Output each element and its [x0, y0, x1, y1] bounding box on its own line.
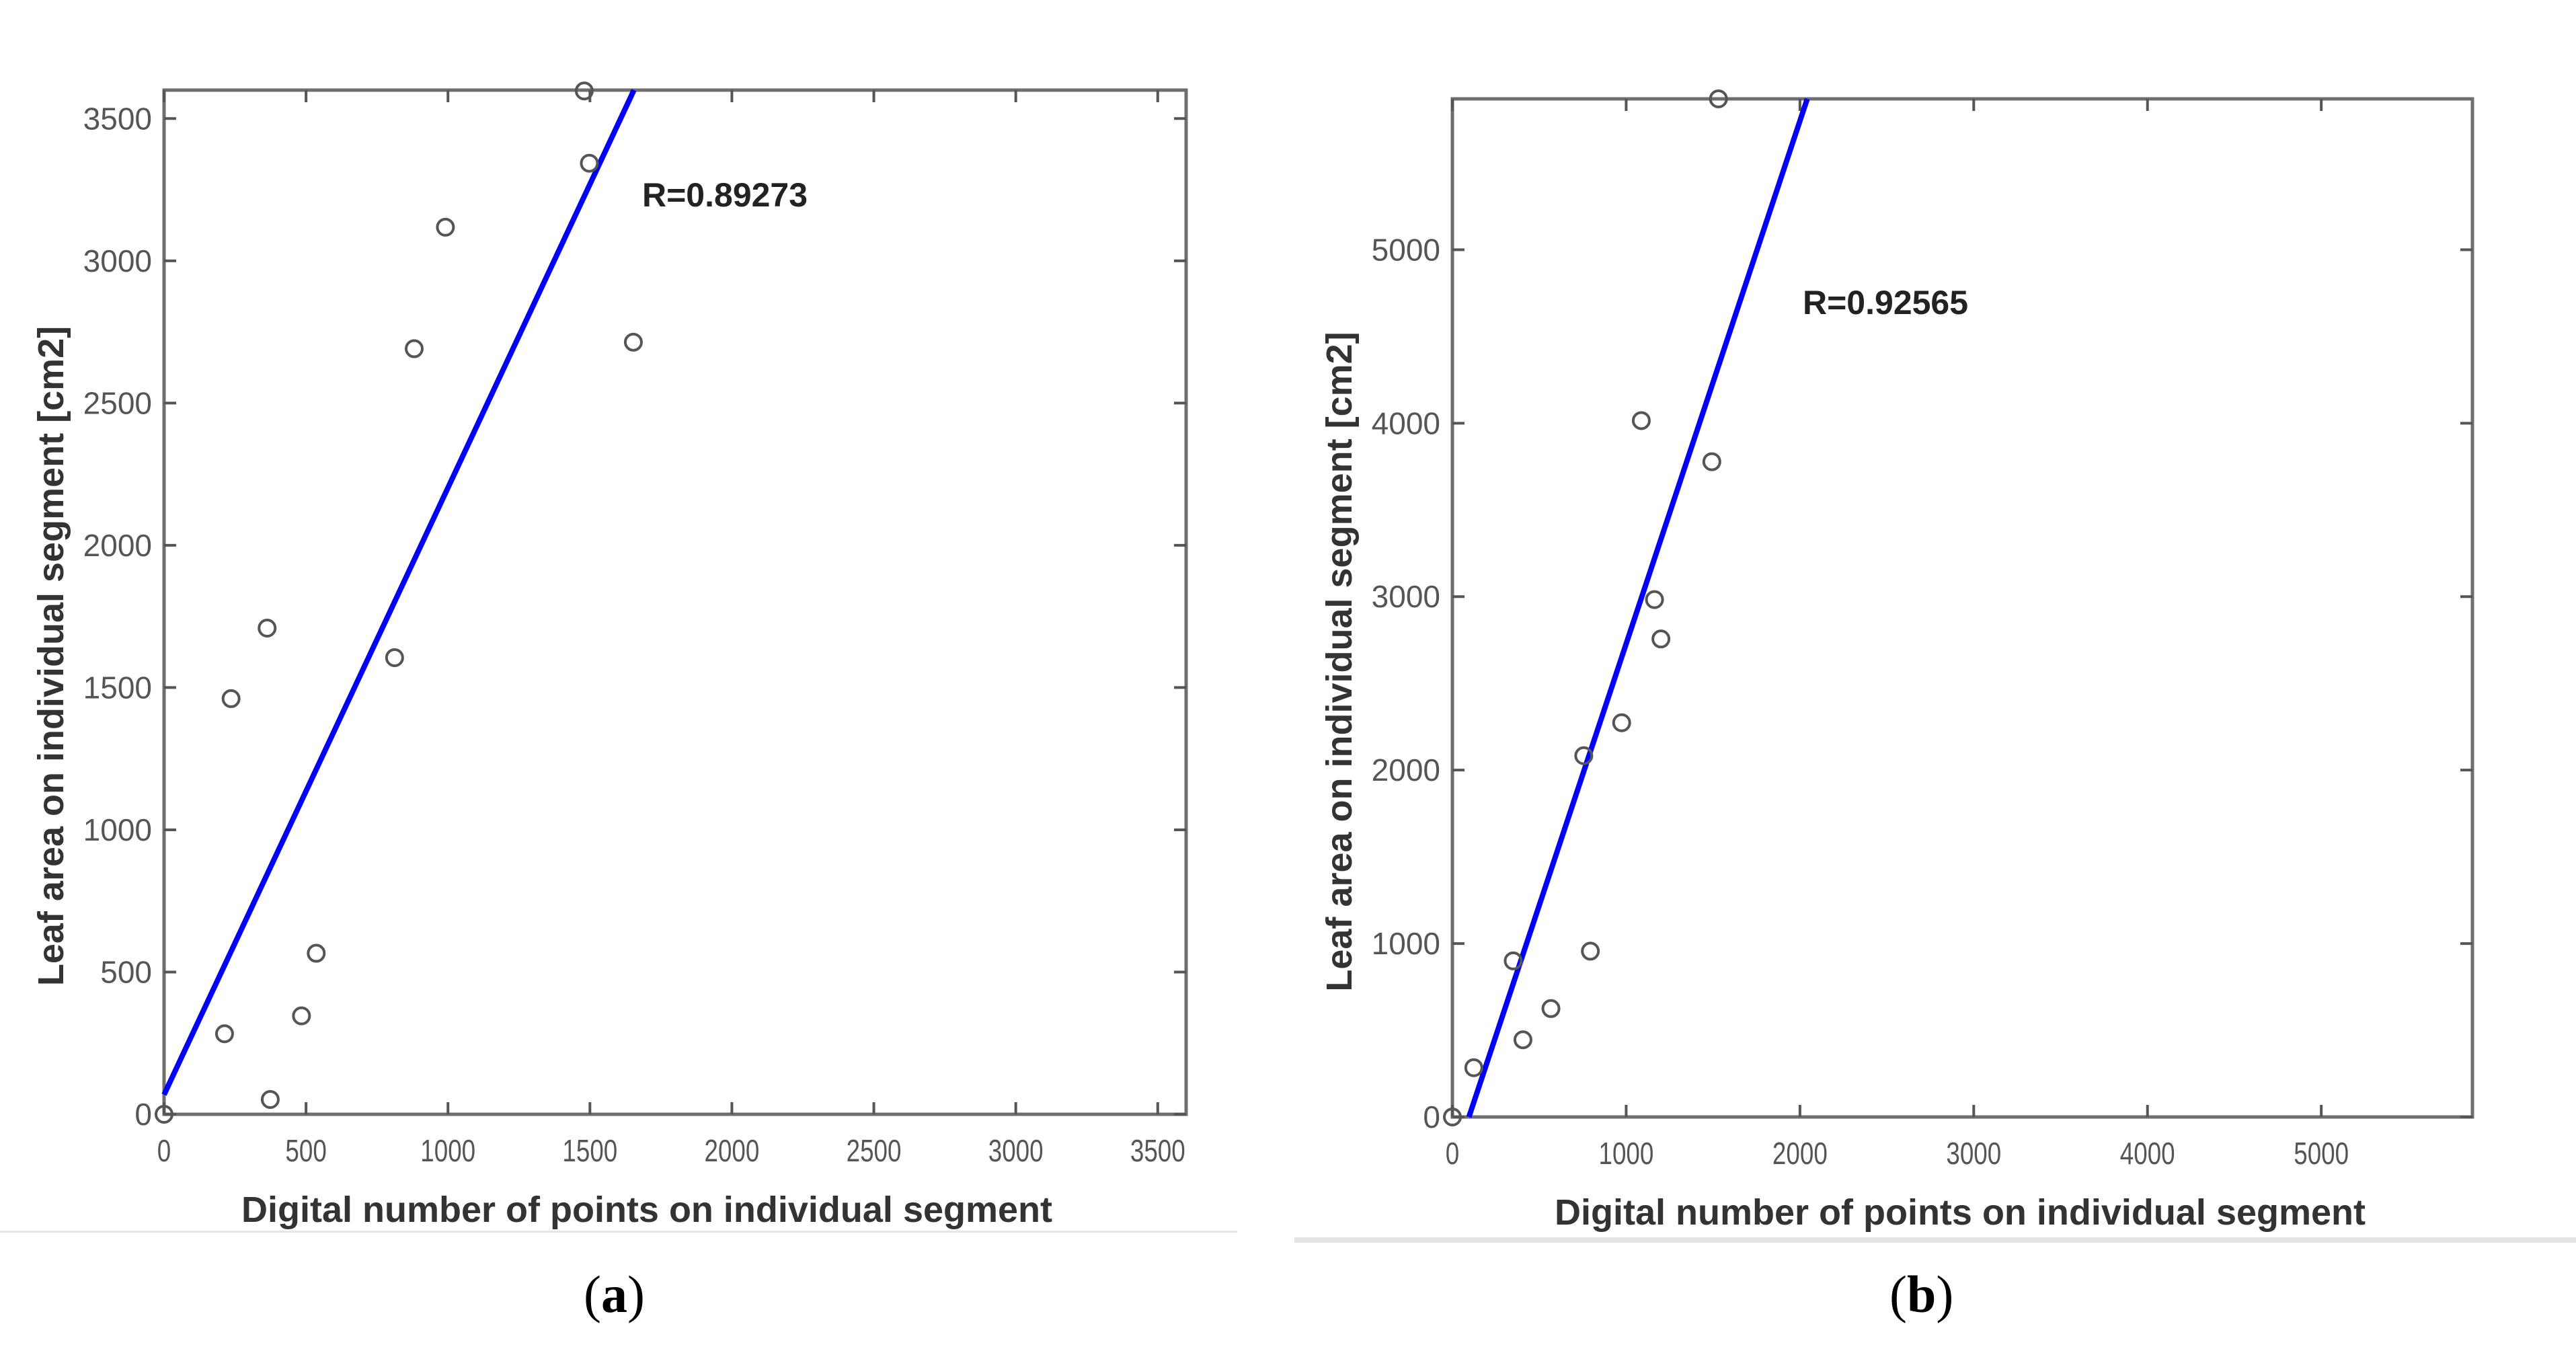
data-point-marker [221, 689, 241, 708]
data-point-marker [385, 648, 404, 667]
y-tick-label: 3000 [83, 243, 152, 278]
x-tick-label: 500 [285, 1133, 326, 1168]
data-point-marker [1513, 1030, 1532, 1050]
y-tick-label: 0 [134, 1097, 152, 1132]
data-point-marker [574, 81, 594, 101]
caption-b-letter: b [1906, 1265, 1937, 1323]
x-tick-label: 0 [157, 1133, 171, 1168]
y-tick-label: 1500 [83, 670, 152, 705]
y-tick-label: 1000 [1372, 926, 1440, 961]
scatter-plot-b: 0 1000 2000 3000 4000 5000 0 1000 2000 3000 4000 50… [1319, 89, 2474, 1233]
x-tick-label: 2500 [847, 1133, 902, 1168]
y-tick-label: 0 [1423, 1099, 1440, 1134]
x-tick-label: 5000 [2294, 1136, 2349, 1171]
y-tick-label: 2000 [83, 528, 152, 563]
data-point-marker [258, 618, 277, 638]
correlation-annotation: R=0.89273 [642, 176, 808, 214]
data-point-marker [1612, 713, 1631, 732]
data-point-marker [580, 153, 599, 173]
data-point-marker [1443, 1108, 1462, 1126]
y-axis-label: Leaf area on individual segment [cm2] [1319, 332, 1360, 991]
correlation-annotation: R=0.92565 [1803, 284, 1968, 321]
data-point-marker [292, 1006, 311, 1026]
data-point-marker [436, 217, 455, 237]
axes-box [162, 88, 1188, 1116]
chart-panel-a: 0 500 1000 1500 2000 2500 3000 3500 0 500 1000 1500… [0, 0, 1237, 1233]
scatter-plot-a: 0 500 1000 1500 2000 2500 3000 3500 0 500 1000 1500… [31, 81, 1188, 1230]
data-point-marker [307, 943, 326, 963]
data-point-marker [1709, 89, 1728, 108]
x-tick-label: 3500 [1130, 1133, 1185, 1168]
x-axis-label: Digital number of points on individual s… [241, 1190, 1052, 1230]
data-point-marker [1464, 1058, 1483, 1077]
x-tick-label: 3000 [1946, 1136, 2001, 1171]
data-point-marker [623, 332, 643, 352]
x-tick-label: 1000 [420, 1133, 475, 1168]
data-point-marker [1651, 629, 1671, 649]
data-point-marker [214, 1024, 234, 1044]
x-tick-label: 2000 [1772, 1136, 1828, 1171]
chart-panel-b: 0 1000 2000 3000 4000 5000 0 1000 2000 3000 4000 50… [1294, 0, 2576, 1243]
data-point-marker [1541, 999, 1561, 1018]
y-tick-label: 4000 [1372, 406, 1440, 440]
x-tick-label: 0 [1446, 1136, 1459, 1171]
caption-b: (b) [1889, 1265, 1954, 1323]
y-tick-label: 3000 [1372, 579, 1440, 614]
data-point-marker [1574, 746, 1594, 765]
y-tick-label: 2500 [83, 385, 152, 420]
y-tick-label: 1000 [83, 812, 152, 847]
y-tick-label: 3500 [83, 101, 152, 136]
caption-a-letter: a [600, 1265, 627, 1323]
data-point-marker [1581, 941, 1600, 961]
data-point-marker [1702, 452, 1721, 471]
x-axis-label: Digital number of points on individual s… [1555, 1192, 2366, 1233]
plot-area-a: 0 500 1000 1500 2000 2500 3000 3500 0 500 1000 1500… [31, 81, 1188, 1230]
data-point-marker [1504, 951, 1523, 970]
x-tick-label: 1500 [562, 1133, 617, 1168]
axes-box [1450, 97, 2474, 1119]
y-tick-label: 5000 [1372, 232, 1440, 267]
data-point-marker [1631, 411, 1651, 430]
y-axis-label: Leaf area on individual segment [cm2] [31, 326, 71, 986]
data-point-marker [155, 1105, 173, 1124]
x-tick-label: 3000 [988, 1133, 1044, 1168]
data-point-marker [1645, 590, 1664, 609]
y-tick-label: 500 [100, 954, 152, 989]
plot-area-b: 0 1000 2000 3000 4000 5000 0 1000 2000 3000 4000 50… [1319, 89, 2474, 1233]
y-tick-label: 2000 [1372, 752, 1440, 787]
regression-line [161, 89, 637, 1096]
caption-a: (a) [584, 1265, 645, 1323]
x-tick-label: 1000 [1599, 1136, 1654, 1171]
data-point-marker [260, 1090, 280, 1110]
x-tick-label: 2000 [705, 1133, 760, 1168]
x-tick-label: 4000 [2120, 1136, 2175, 1171]
regression-line [1466, 98, 1810, 1118]
data-point-marker [404, 339, 424, 358]
